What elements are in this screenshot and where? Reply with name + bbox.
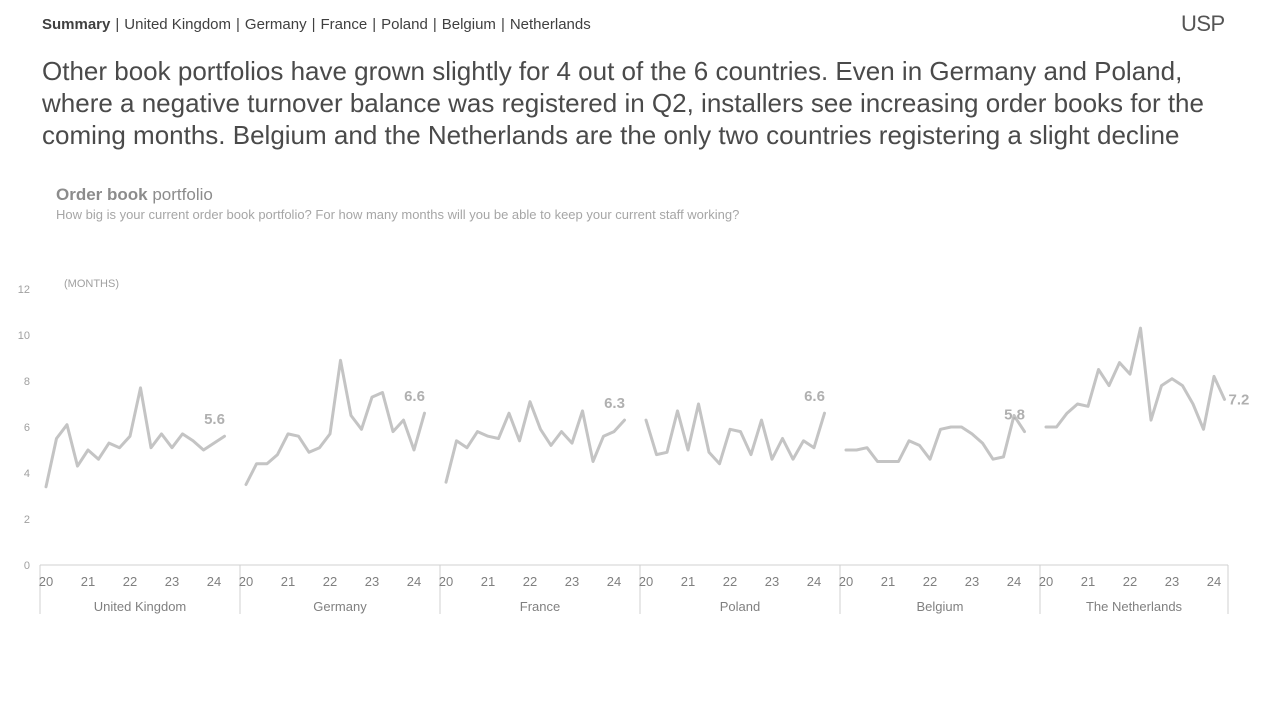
nav-united-kingdom[interactable]: United Kingdom xyxy=(124,16,232,33)
nav-summary[interactable]: Summary xyxy=(42,16,111,33)
x-tick-label: 23 xyxy=(1165,574,1179,589)
y-tick-label: 10 xyxy=(18,330,30,342)
x-tick-label: 20 xyxy=(439,574,453,589)
x-tick-label: 21 xyxy=(881,574,895,589)
chart-title: Order book portfolio xyxy=(56,185,213,205)
panel-label: Germany xyxy=(313,599,367,614)
x-tick-label: 21 xyxy=(481,574,495,589)
chart-title-bold: Order book xyxy=(56,185,148,204)
y-tick-label: 2 xyxy=(24,514,30,526)
panel-label: Poland xyxy=(720,599,760,614)
x-tick-label: 21 xyxy=(281,574,295,589)
nav-separator: | xyxy=(372,16,377,33)
series-line xyxy=(844,414,1026,463)
series-line xyxy=(44,386,226,489)
x-tick-label: 22 xyxy=(323,574,337,589)
end-value-label: 6.6 xyxy=(404,388,425,405)
chart-title-rest: portfolio xyxy=(147,185,213,204)
x-tick-label: 24 xyxy=(407,574,421,589)
x-tick-label: 24 xyxy=(1007,574,1021,589)
nav-germany[interactable]: Germany xyxy=(244,16,307,33)
x-tick-label: 24 xyxy=(207,574,221,589)
page-headline: Other book portfolios have grown slightl… xyxy=(42,56,1204,150)
panel-label: France xyxy=(520,599,560,614)
nav-separator: | xyxy=(115,16,120,33)
nav-separator: | xyxy=(500,16,505,33)
usp-logo: USP xyxy=(1181,11,1225,36)
x-tick-label: 22 xyxy=(923,574,937,589)
x-tick-label: 20 xyxy=(1039,574,1053,589)
x-tick-label: 20 xyxy=(839,574,853,589)
x-tick-label: 20 xyxy=(239,574,253,589)
x-tick-label: 23 xyxy=(965,574,979,589)
panel-label: United Kingdom xyxy=(94,599,187,614)
unit-label: (MONTHS) xyxy=(64,278,119,290)
nav-separator: | xyxy=(311,16,316,33)
nav-belgium[interactable]: Belgium xyxy=(441,16,496,33)
nav-poland[interactable]: Poland xyxy=(381,16,428,33)
end-value-label: 5.8 xyxy=(1004,407,1025,424)
series-line xyxy=(244,358,426,486)
x-tick-label: 24 xyxy=(607,574,621,589)
series-line xyxy=(644,402,826,466)
x-tick-label: 21 xyxy=(81,574,95,589)
end-value-label: 7.2 xyxy=(1229,391,1250,408)
x-tick-label: 22 xyxy=(123,574,137,589)
series-line xyxy=(1044,326,1226,431)
chart-subtitle: How big is your current order book portf… xyxy=(56,207,740,222)
country-navigation: Summary | United Kingdom | Germany | France | Po… xyxy=(42,16,591,33)
x-tick-label: 23 xyxy=(765,574,779,589)
panel-label: Belgium xyxy=(917,599,964,614)
x-tick-label: 23 xyxy=(565,574,579,589)
y-tick-label: 0 xyxy=(24,560,30,572)
x-tick-label: 21 xyxy=(681,574,695,589)
nav-netherlands[interactable]: Netherlands xyxy=(509,16,591,33)
panel-label: The Netherlands xyxy=(1086,599,1183,614)
x-tick-label: 23 xyxy=(365,574,379,589)
end-value-label: 6.6 xyxy=(804,388,825,405)
x-tick-label: 20 xyxy=(639,574,653,589)
x-tick-label: 20 xyxy=(39,574,53,589)
end-value-label: 5.6 xyxy=(204,411,225,428)
x-tick-label: 24 xyxy=(1207,574,1221,589)
y-tick-label: 4 xyxy=(24,468,30,480)
y-tick-label: 6 xyxy=(24,422,30,434)
series-line xyxy=(444,400,626,484)
x-tick-label: 21 xyxy=(1081,574,1095,589)
end-value-label: 6.3 xyxy=(604,395,625,412)
x-tick-label: 22 xyxy=(523,574,537,589)
x-tick-label: 24 xyxy=(807,574,821,589)
nav-separator: | xyxy=(432,16,437,33)
x-tick-label: 22 xyxy=(1123,574,1137,589)
nav-france[interactable]: France xyxy=(320,16,368,33)
x-tick-label: 23 xyxy=(165,574,179,589)
y-tick-label: 8 xyxy=(24,376,30,388)
y-tick-label: 12 xyxy=(18,284,30,296)
nav-separator: | xyxy=(236,16,240,33)
x-tick-label: 22 xyxy=(723,574,737,589)
